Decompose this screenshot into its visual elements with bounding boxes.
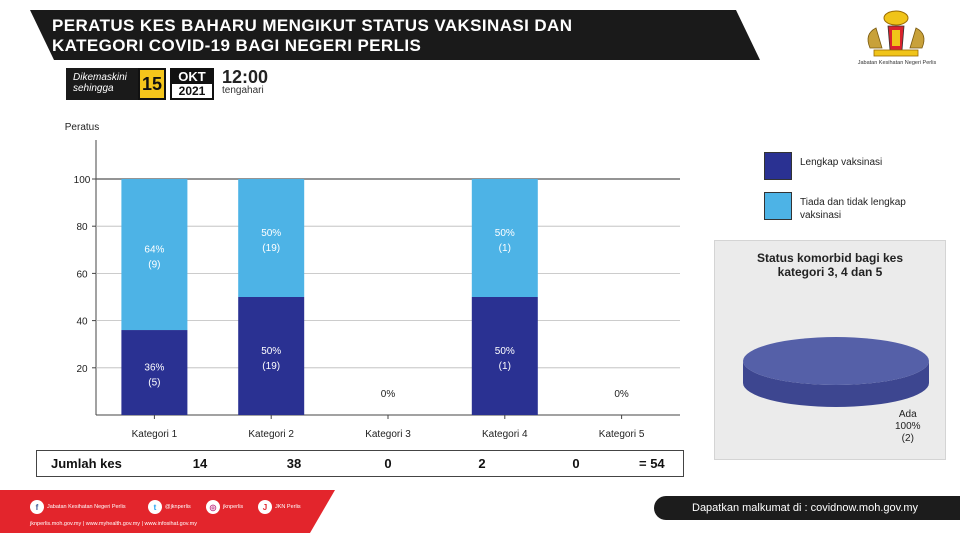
- update-timestamp: Dikemaskini sehingga 15 OKT 2021 12:00 t…: [66, 67, 268, 101]
- chart-legend: Lengkap vaksinasi Tiada dan tidak lengka…: [764, 152, 930, 234]
- bar-count-label-lengkap-1: (5): [148, 378, 160, 389]
- empty-bar-label-kategori-3: 0%: [381, 389, 396, 400]
- comorbid-title-line-1: Status komorbid bagi kes: [756, 251, 904, 265]
- x-tick-label-kategori-5: Kategori 5: [599, 429, 645, 440]
- jumlah-total: = 54: [639, 456, 665, 471]
- bar-lengkap-kategori-2: [238, 297, 305, 415]
- y-tick-label-100: 100: [74, 175, 91, 186]
- update-label: Dikemaskini sehingga: [66, 68, 138, 100]
- update-month-year: OKT 2021: [170, 68, 214, 100]
- update-time-period: tengahari: [222, 85, 264, 96]
- social-jkn[interactable]: J JKN Perlis: [258, 500, 301, 514]
- footer-red-shape: [0, 490, 335, 533]
- x-tick-label-kategori-1: Kategori 1: [132, 429, 178, 440]
- y-tick-label-80: 80: [76, 222, 88, 233]
- pie-label-name: Ada: [898, 409, 917, 420]
- footer-social-bar: [0, 490, 335, 533]
- comorbid-title-line-2: kategori 3, 4 dan 5: [777, 265, 883, 279]
- y-tick-label-20: 20: [76, 364, 88, 375]
- state-crest-logo: [860, 8, 932, 60]
- bar-count-label-tiada-2: (19): [262, 243, 280, 254]
- bar-percent-label-tiada-2: 50%: [261, 228, 281, 239]
- bar-tiada-kategori-1: [121, 179, 188, 331]
- title-line-1: PERATUS KES BAHARU MENGIKUT STATUS VAKSI…: [52, 16, 573, 35]
- pie-label-count: (2): [901, 433, 914, 444]
- page-title: PERATUS KES BAHARU MENGIKUT STATUS VAKSI…: [52, 16, 572, 56]
- empty-bar-label-kategori-5: 0%: [614, 389, 629, 400]
- social-facebook[interactable]: f Jabatan Kesihatan Negeri Perlis: [30, 500, 126, 514]
- y-tick-label-60: 60: [76, 269, 88, 280]
- social-twitter-label: @jknperlis: [165, 504, 191, 510]
- bar-percent-label-lengkap-2: 50%: [261, 346, 281, 357]
- comorbid-pie-chart: [743, 337, 929, 407]
- comorbid-panel: Status komorbid bagi kes kategori 3, 4 d…: [714, 240, 946, 460]
- agency-label: Jabatan Kesihatan Negeri Perlis: [857, 60, 937, 66]
- bar-count-label-lengkap-2: (19): [262, 361, 280, 372]
- bar-count-label-tiada-1: (9): [148, 260, 160, 271]
- social-facebook-label: Jabatan Kesihatan Negeri Perlis: [47, 504, 126, 510]
- legend-item-tiada: Tiada dan tidak lengkap vaksinasi: [764, 192, 930, 222]
- update-day: 15: [138, 68, 166, 100]
- facebook-icon: f: [30, 500, 44, 514]
- x-tick-label-kategori-3: Kategori 3: [365, 429, 411, 440]
- legend-item-lengkap: Lengkap vaksinasi: [764, 152, 930, 180]
- pie-slice-ada-side: [743, 361, 929, 407]
- social-instagram-label: jknperlis: [223, 504, 244, 510]
- legend-swatch-lengkap: [764, 152, 792, 180]
- update-label-line-1: Dikemaskini: [73, 72, 127, 83]
- pie-label-percent: 100%: [895, 421, 921, 432]
- bar-percent-label-lengkap-1: 36%: [144, 363, 164, 374]
- jumlah-value-kategori-1: 14: [192, 456, 208, 471]
- social-instagram[interactable]: ◎ jknperlis: [206, 500, 243, 514]
- jumlah-kes-row: Jumlah kes 14 38 0 2 0 = 54: [36, 450, 684, 477]
- update-month: OKT: [172, 70, 212, 84]
- legend-swatch-tiada: [764, 192, 792, 220]
- jkn-icon: J: [258, 500, 272, 514]
- footer-links[interactable]: jknperlis.moh.gov.my | www.myhealth.gov.…: [30, 521, 197, 527]
- update-time: 12:00 tengahari: [222, 67, 269, 98]
- bar-percent-label-tiada-1: 64%: [144, 245, 164, 256]
- instagram-icon: ◎: [206, 500, 220, 514]
- bar-lengkap-kategori-1: [121, 330, 188, 415]
- twitter-icon: t: [148, 500, 162, 514]
- social-jkn-label: JKN Perlis: [275, 504, 301, 510]
- x-tick-label-kategori-4: Kategori 4: [482, 429, 528, 440]
- update-label-line-2: sehingga: [73, 83, 114, 94]
- jumlah-value-kategori-2: 38: [286, 456, 302, 471]
- bar-count-label-lengkap-4: (1): [499, 361, 511, 372]
- update-time-value: 12:00: [222, 67, 269, 87]
- stacked-bar-chart: Peratus 20 40 60 80 100 36% (5) 64% (9) Kategori 1…: [65, 122, 680, 440]
- update-year: 2021: [178, 84, 206, 98]
- pie-label-ada: Ada 100% (2): [895, 409, 921, 445]
- bar-tiada-kategori-4: [471, 179, 538, 297]
- jumlah-label: Jumlah kes: [51, 456, 122, 471]
- bar-percent-label-lengkap-4: 50%: [495, 346, 515, 357]
- jumlah-value-kategori-3: 0: [384, 456, 392, 471]
- bar-count-label-tiada-4: (1): [499, 243, 511, 254]
- legend-label-lengkap: Lengkap vaksinasi: [800, 157, 883, 168]
- comorbid-title: Status komorbid bagi kes kategori 3, 4 d…: [715, 251, 945, 279]
- bar-lengkap-kategori-4: [471, 297, 538, 415]
- jumlah-value-kategori-5: 0: [572, 456, 580, 471]
- source-banner: Dapatkan malkumat di : covidnow.moh.gov.…: [654, 496, 960, 520]
- pie-slice-ada: [743, 337, 929, 385]
- jumlah-value-kategori-4: 2: [478, 456, 486, 471]
- y-axis-label: Peratus: [65, 122, 99, 133]
- title-line-2: KATEGORI COVID-19 BAGI NEGERI PERLIS: [52, 36, 422, 55]
- bar-tiada-kategori-2: [238, 179, 305, 297]
- title-banner: PERATUS KES BAHARU MENGIKUT STATUS VAKSI…: [0, 10, 760, 60]
- social-twitter[interactable]: t @jknperlis: [148, 500, 191, 514]
- x-tick-label-kategori-2: Kategori 2: [248, 429, 294, 440]
- y-tick-label-40: 40: [76, 317, 88, 328]
- bar-percent-label-tiada-4: 50%: [495, 228, 515, 239]
- title-banner-shape: [30, 10, 760, 60]
- legend-label-tiada: Tiada dan tidak lengkap vaksinasi: [800, 197, 906, 221]
